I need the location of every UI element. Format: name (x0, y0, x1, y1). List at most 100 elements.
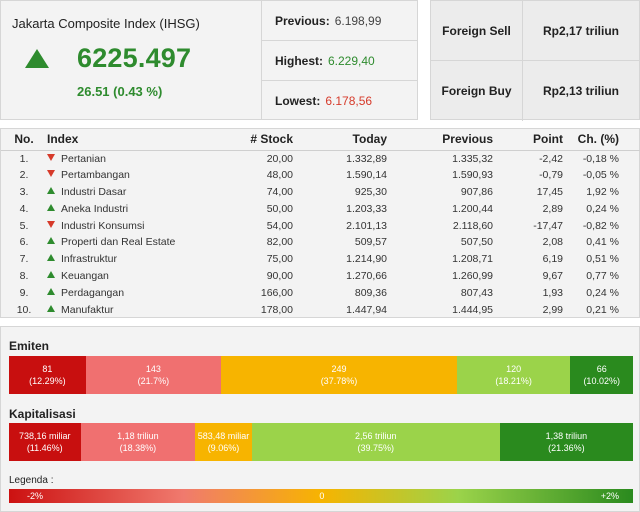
kapitalisasi-segment: 1,18 triliun (18.38%) (80, 423, 196, 461)
cell-previous: 1.200,44 (452, 202, 493, 215)
down-triangle-icon (47, 170, 55, 178)
up-triangle-icon (47, 254, 55, 262)
cell-previous: 2.118,60 (452, 219, 493, 232)
kapitalisasi-segment-percent: (39.75%) (357, 443, 394, 453)
sector-table-body: 1. Pertanian 20,00 1.332,89 1.335,32 -2,42 -0,… (1, 150, 640, 318)
cell-point: -0,79 (539, 169, 563, 182)
cell-stock: 82,00 (266, 236, 293, 249)
column-header-stock: # Stock (227, 129, 293, 151)
sector-name: Manufaktur (61, 303, 114, 316)
cell-stock: 50,00 (266, 202, 293, 215)
emiten-segment-value: 81 (42, 364, 53, 374)
cell-change: -0,82 % (582, 219, 619, 232)
foreign-sell-row: Foreign Sell Rp2,17 triliun (431, 1, 639, 61)
cell-today: 925,30 (354, 185, 387, 198)
legend-min-label: -2% (27, 491, 44, 501)
column-header-index: Index (47, 129, 227, 151)
cell-point: 9,67 (542, 269, 563, 282)
cell-today: 1.214,90 (346, 253, 387, 266)
sector-name: Perdagangan (61, 286, 125, 299)
up-triangle-icon (47, 186, 55, 194)
cell-index: Pertanian (47, 150, 227, 167)
emiten-segment-percent: (21.7%) (137, 376, 170, 386)
cell-previous: 1.335,32 (452, 152, 493, 165)
up-triangle-icon (47, 270, 55, 278)
column-header-change: Ch. (%) (563, 129, 640, 151)
foreign-buy-label: Foreign Buy (431, 61, 523, 121)
cell-point: 2,99 (542, 303, 563, 316)
legend-max-label: +2% (600, 491, 619, 501)
sector-name: Aneka Industri (61, 202, 129, 215)
sector-name: Pertanian (61, 152, 106, 165)
cell-index: Aneka Industri (47, 200, 227, 217)
foreign-sell-label: Foreign Sell (431, 1, 523, 60)
table-row: 8. Keuangan 90,00 1.270,66 1.260,99 9,67 0,77 … (1, 268, 640, 285)
emiten-segment-value: 120 (506, 364, 522, 374)
emiten-segment: 143 (21.7%) (85, 356, 222, 394)
kapitalisasi-segment: 583,48 miliar (9.06%) (195, 423, 252, 461)
cell-no: 9. (19, 286, 29, 299)
emiten-segment: 120 (18.21%) (456, 356, 571, 394)
cell-change: 0,41 % (586, 236, 619, 249)
cell-previous: 1.260,99 (452, 269, 493, 282)
emiten-bar: 81 (12.29%) 143 (21.7%) 249 (37.78%) 120 (18.21… (9, 356, 633, 394)
foreign-sell-value: Rp2,17 triliun (542, 23, 619, 38)
table-row: 9. Perdagangan 166,00 809,36 807,43 1,93 0,24 … (1, 284, 640, 301)
lowest-stat: Lowest: 6.178,56 (262, 81, 417, 121)
up-triangle-icon (47, 237, 55, 245)
cell-stock: 54,00 (266, 219, 293, 232)
sector-index-table: No. Index # Stock Today Previous Point C… (1, 129, 640, 318)
kapitalisasi-segment-percent: (21.36%) (548, 443, 585, 453)
table-row: 6. Properti dan Real Estate 82,00 509,57 507… (1, 234, 640, 251)
cell-no: 4. (19, 202, 29, 215)
cell-no: 3. (19, 185, 29, 198)
foreign-buy-value: Rp2,13 triliun (542, 84, 619, 98)
up-arrow-icon (25, 49, 49, 68)
kapitalisasi-bar: 738,16 miliar (11.46%) 1,18 triliun (18.38%… (9, 423, 634, 461)
cell-index: Keuangan (47, 268, 227, 285)
emiten-title: Emiten (9, 339, 50, 353)
highest-value: 6.229,40 (328, 53, 375, 68)
cell-index: Industri Konsumsi (47, 217, 227, 234)
legend-gradient: -2% 0 +2% (9, 489, 633, 503)
column-header-no: No. (1, 129, 47, 151)
table-row: 1. Pertanian 20,00 1.332,89 1.335,32 -2,42 -0,… (1, 150, 640, 167)
cell-no: 1. (19, 152, 29, 165)
composite-index-value: 6225.497 (77, 43, 192, 73)
emiten-segment: 66 (10.02%) (570, 356, 633, 394)
cell-previous: 807,43 (460, 286, 493, 299)
column-header-previous: Previous (387, 129, 493, 151)
cell-stock: 166,00 (260, 286, 293, 299)
cell-today: 2.101,13 (346, 219, 387, 232)
previous-label: Previous: (275, 13, 330, 28)
kapitalisasi-segment-percent: (11.46%) (26, 443, 63, 453)
table-row: 4. Aneka Industri 50,00 1.203,33 1.200,44 2,8… (1, 200, 640, 217)
cell-index: Properti dan Real Estate (47, 234, 227, 251)
lowest-label: Lowest: (275, 94, 321, 108)
distribution-panel: Emiten 81 (12.29%) 143 (21.7%) 249 (37.78%) 12… (0, 326, 640, 512)
previous-stat: Previous: 6.198,99 (262, 1, 417, 41)
emiten-segment-percent: (37.78%) (320, 376, 358, 386)
kapitalisasi-segment-value: 1,38 triliun (545, 431, 588, 441)
kapitalisasi-segment: 1,38 triliun (21.36%) (499, 423, 634, 461)
cell-no: 5. (19, 219, 29, 232)
sector-name: Industri Konsumsi (61, 219, 145, 232)
cell-index: Industri Dasar (47, 184, 227, 201)
cell-previous: 1.208,71 (452, 253, 493, 266)
cell-change: 0,51 % (586, 253, 619, 266)
kapitalisasi-segment: 2,56 triliun (39.75%) (251, 423, 500, 461)
emiten-segment-percent: (18.21%) (495, 376, 532, 386)
up-triangle-icon (47, 304, 55, 312)
cell-point: -17,47 (533, 219, 563, 232)
cell-index: Manufaktur (47, 301, 227, 318)
foreign-buy-row: Foreign Buy Rp2,13 triliun (431, 61, 639, 121)
cell-point: 6,19 (542, 253, 563, 266)
table-row: 5. Industri Konsumsi 54,00 2.101,13 2.118,60… (1, 217, 640, 234)
lowest-value: 6.178,56 (325, 94, 373, 108)
cell-today: 1.270,66 (346, 269, 387, 282)
sector-name: Properti dan Real Estate (61, 236, 176, 249)
cell-change: 0,21 % (586, 303, 619, 316)
legend-mid-label: 0 (319, 491, 325, 501)
cell-previous: 907,86 (460, 185, 493, 198)
kapitalisasi-segment-percent: (9.06%) (207, 443, 240, 453)
